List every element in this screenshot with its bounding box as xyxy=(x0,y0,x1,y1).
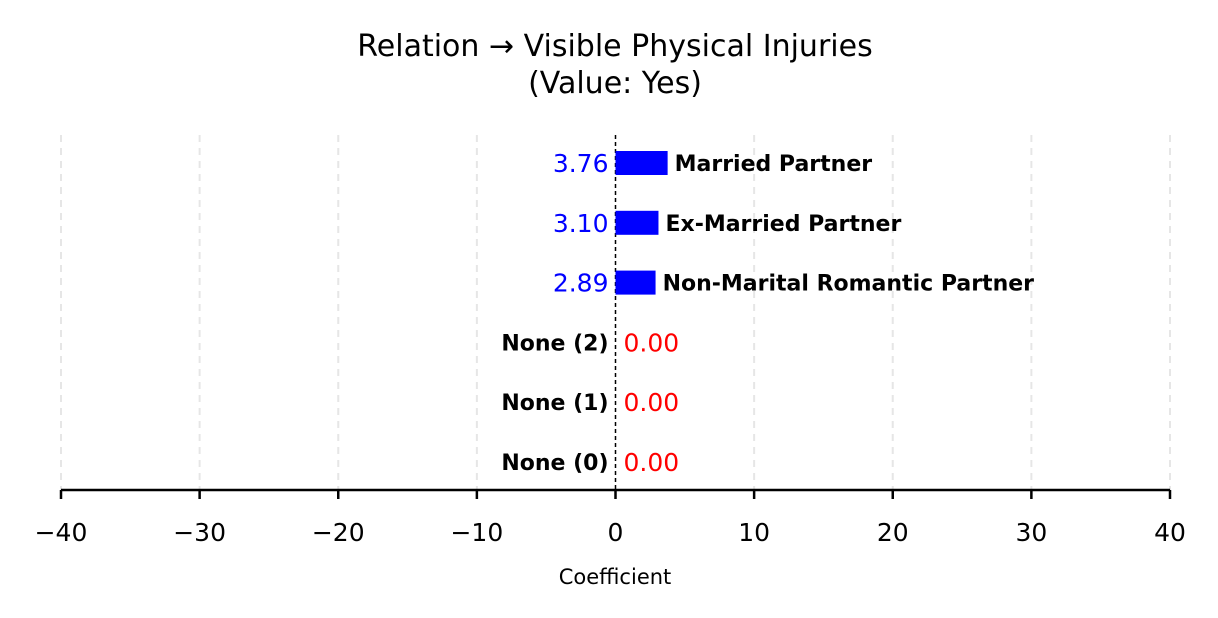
chart-subtitle: (Value: Yes) xyxy=(528,66,702,101)
chart-title: Relation → Visible Physical Injuries xyxy=(357,29,872,64)
x-tick-label: −20 xyxy=(312,518,365,547)
category-label: Non-Marital Romantic Partner xyxy=(663,272,1035,297)
value-label: 3.10 xyxy=(553,209,609,238)
x-tick-label: 20 xyxy=(877,518,909,547)
bar xyxy=(615,210,659,235)
x-tick-label: 10 xyxy=(738,518,770,547)
x-axis-label: Coefficient xyxy=(559,565,672,589)
bar xyxy=(615,270,656,295)
category-label: Married Partner xyxy=(675,152,873,177)
x-tick-label: 30 xyxy=(1015,518,1047,547)
grid-lines xyxy=(60,135,1171,490)
value-label: 0.00 xyxy=(624,328,680,357)
category-label: None (0) xyxy=(501,451,608,476)
x-tick-label: −30 xyxy=(173,518,226,547)
x-tick-label: 0 xyxy=(608,518,624,547)
x-tick-label: 40 xyxy=(1154,518,1186,547)
x-tick-label: −10 xyxy=(450,518,503,547)
bars: 3.76 Married Partner 3.10 Ex-Married Partne… xyxy=(501,149,1034,477)
bar xyxy=(615,151,668,175)
value-label: 3.76 xyxy=(553,149,609,178)
category-label: None (1) xyxy=(501,391,608,416)
x-axis: −40 −30 −20 −10 0 10 20 30 40 xyxy=(35,488,1186,547)
x-tick-label: −40 xyxy=(35,518,88,547)
value-label: 0.00 xyxy=(624,388,680,417)
category-label: None (2) xyxy=(501,331,608,356)
value-label: 0.00 xyxy=(624,448,680,477)
category-label: Ex-Married Partner xyxy=(665,212,901,237)
value-label: 2.89 xyxy=(553,269,609,298)
